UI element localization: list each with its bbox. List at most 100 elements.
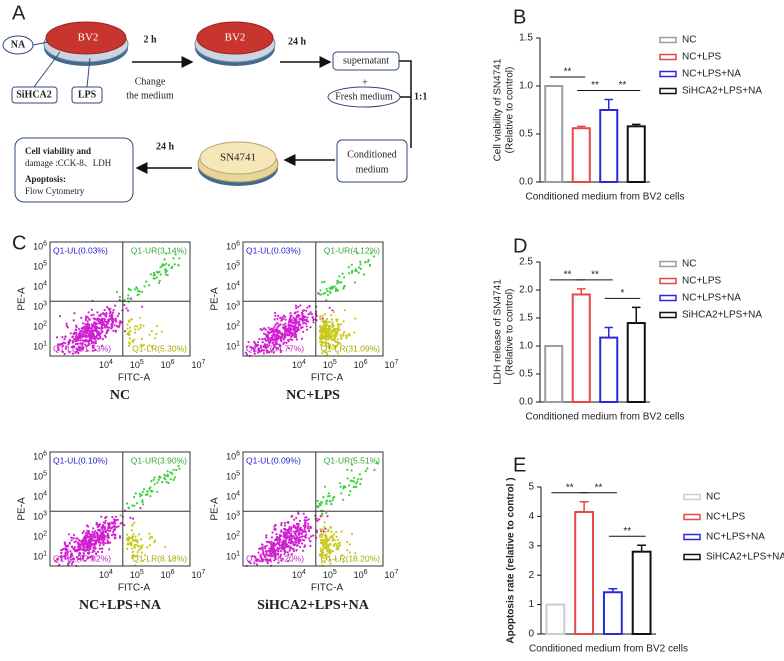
event-dot — [284, 550, 287, 553]
event-dot — [77, 547, 80, 550]
event-dot — [133, 288, 136, 291]
tick-base: 10 — [33, 452, 43, 462]
event-dot — [274, 337, 277, 340]
event-dot — [287, 324, 290, 327]
tick-label: 101 — [226, 340, 240, 352]
event-dot — [139, 323, 142, 326]
event-dot — [325, 330, 328, 333]
tick-exponent: 1 — [43, 550, 47, 557]
event-dot — [142, 324, 145, 327]
event-dot — [294, 527, 297, 530]
event-dot — [369, 264, 372, 267]
event-dot — [134, 555, 137, 558]
event-dot — [273, 559, 276, 562]
event-dot — [284, 318, 287, 321]
event-dot — [111, 314, 114, 317]
bar — [626, 125, 646, 183]
tick-exponent: 2 — [43, 530, 47, 537]
event-dot — [276, 328, 279, 331]
event-dot — [265, 540, 269, 543]
event-dot — [359, 260, 362, 263]
event-dot — [319, 334, 322, 337]
flow-plot: Q1-UL(0.09%) Q1-UR(5.51%) Q1-LL(76.20%) Q1-… — [210, 450, 399, 613]
tick-exponent: 4 — [43, 280, 47, 287]
event-dot — [285, 341, 288, 344]
event-dot — [117, 312, 120, 315]
event-dot — [338, 281, 341, 284]
tick-base: 10 — [33, 472, 43, 482]
event-dot — [334, 558, 337, 561]
time-label: 2 h — [143, 34, 157, 45]
event-dot — [100, 547, 103, 550]
legend-swatch — [683, 513, 701, 521]
flow-plot: Q1-UL(0.03%) Q1-UR(3.14%) Q1-LL(91.53%) Q1-… — [17, 240, 206, 403]
event-dot — [155, 332, 158, 336]
event-dot — [129, 516, 132, 520]
event-dot — [83, 329, 86, 332]
event-dot — [149, 486, 152, 489]
event-dot — [130, 541, 133, 544]
event-dot — [337, 542, 340, 545]
event-dot — [119, 514, 122, 517]
event-dot — [342, 287, 345, 290]
event-dot — [329, 344, 332, 347]
event-dot — [87, 342, 90, 345]
event-dot — [141, 305, 144, 308]
event-dot — [324, 320, 327, 324]
event-dot — [301, 315, 304, 318]
event-dot — [111, 311, 114, 314]
y-axis-label: LDH release of SN4741 — [493, 279, 504, 385]
event-dot — [132, 550, 135, 553]
tick-exponent: 5 — [43, 470, 47, 477]
event-dot — [96, 531, 99, 534]
event-dot — [84, 534, 87, 537]
event-dot — [268, 344, 271, 347]
event-dot — [284, 331, 287, 335]
event-dot — [334, 330, 337, 333]
event-dot — [155, 276, 158, 279]
event-dot — [136, 551, 139, 554]
event-dot — [153, 271, 156, 275]
event-dot — [96, 525, 99, 529]
tick-label: 107 — [191, 359, 205, 371]
event-dot — [145, 546, 149, 549]
tick-base: 10 — [226, 342, 236, 352]
event-dot — [81, 540, 84, 543]
plot-frame — [242, 241, 384, 357]
event-dot — [293, 326, 296, 329]
event-dot — [348, 484, 351, 487]
event-dot — [84, 343, 87, 346]
event-dot — [134, 328, 137, 331]
event-dot — [323, 349, 326, 352]
event-dot — [280, 522, 283, 525]
event-dot — [84, 549, 87, 552]
tick-base: 10 — [191, 360, 201, 370]
event-dot — [94, 318, 97, 321]
event-dot — [346, 468, 349, 471]
event-dot — [136, 325, 139, 328]
event-dot — [322, 292, 325, 295]
event-dot — [295, 516, 298, 520]
event-dot — [128, 337, 131, 340]
na-label: NA — [11, 39, 26, 50]
event-dot — [298, 532, 301, 535]
event-dot — [295, 307, 298, 310]
event-dot — [138, 492, 141, 495]
event-dot — [302, 512, 305, 515]
axis-label: PE-A — [210, 287, 221, 311]
event-dot — [137, 533, 141, 536]
event-dot — [133, 544, 136, 548]
event-dot — [347, 332, 350, 336]
event-dot — [346, 334, 349, 338]
event-dot — [84, 340, 88, 343]
event-dot — [294, 334, 297, 337]
event-dot — [306, 527, 310, 530]
event-dot — [141, 490, 144, 494]
event-dot — [92, 546, 95, 549]
event-dot — [134, 535, 137, 538]
event-dot — [349, 490, 352, 493]
event-dot — [329, 500, 332, 503]
event-dot — [258, 338, 261, 341]
event-dot — [114, 515, 117, 518]
event-dot — [253, 352, 256, 355]
